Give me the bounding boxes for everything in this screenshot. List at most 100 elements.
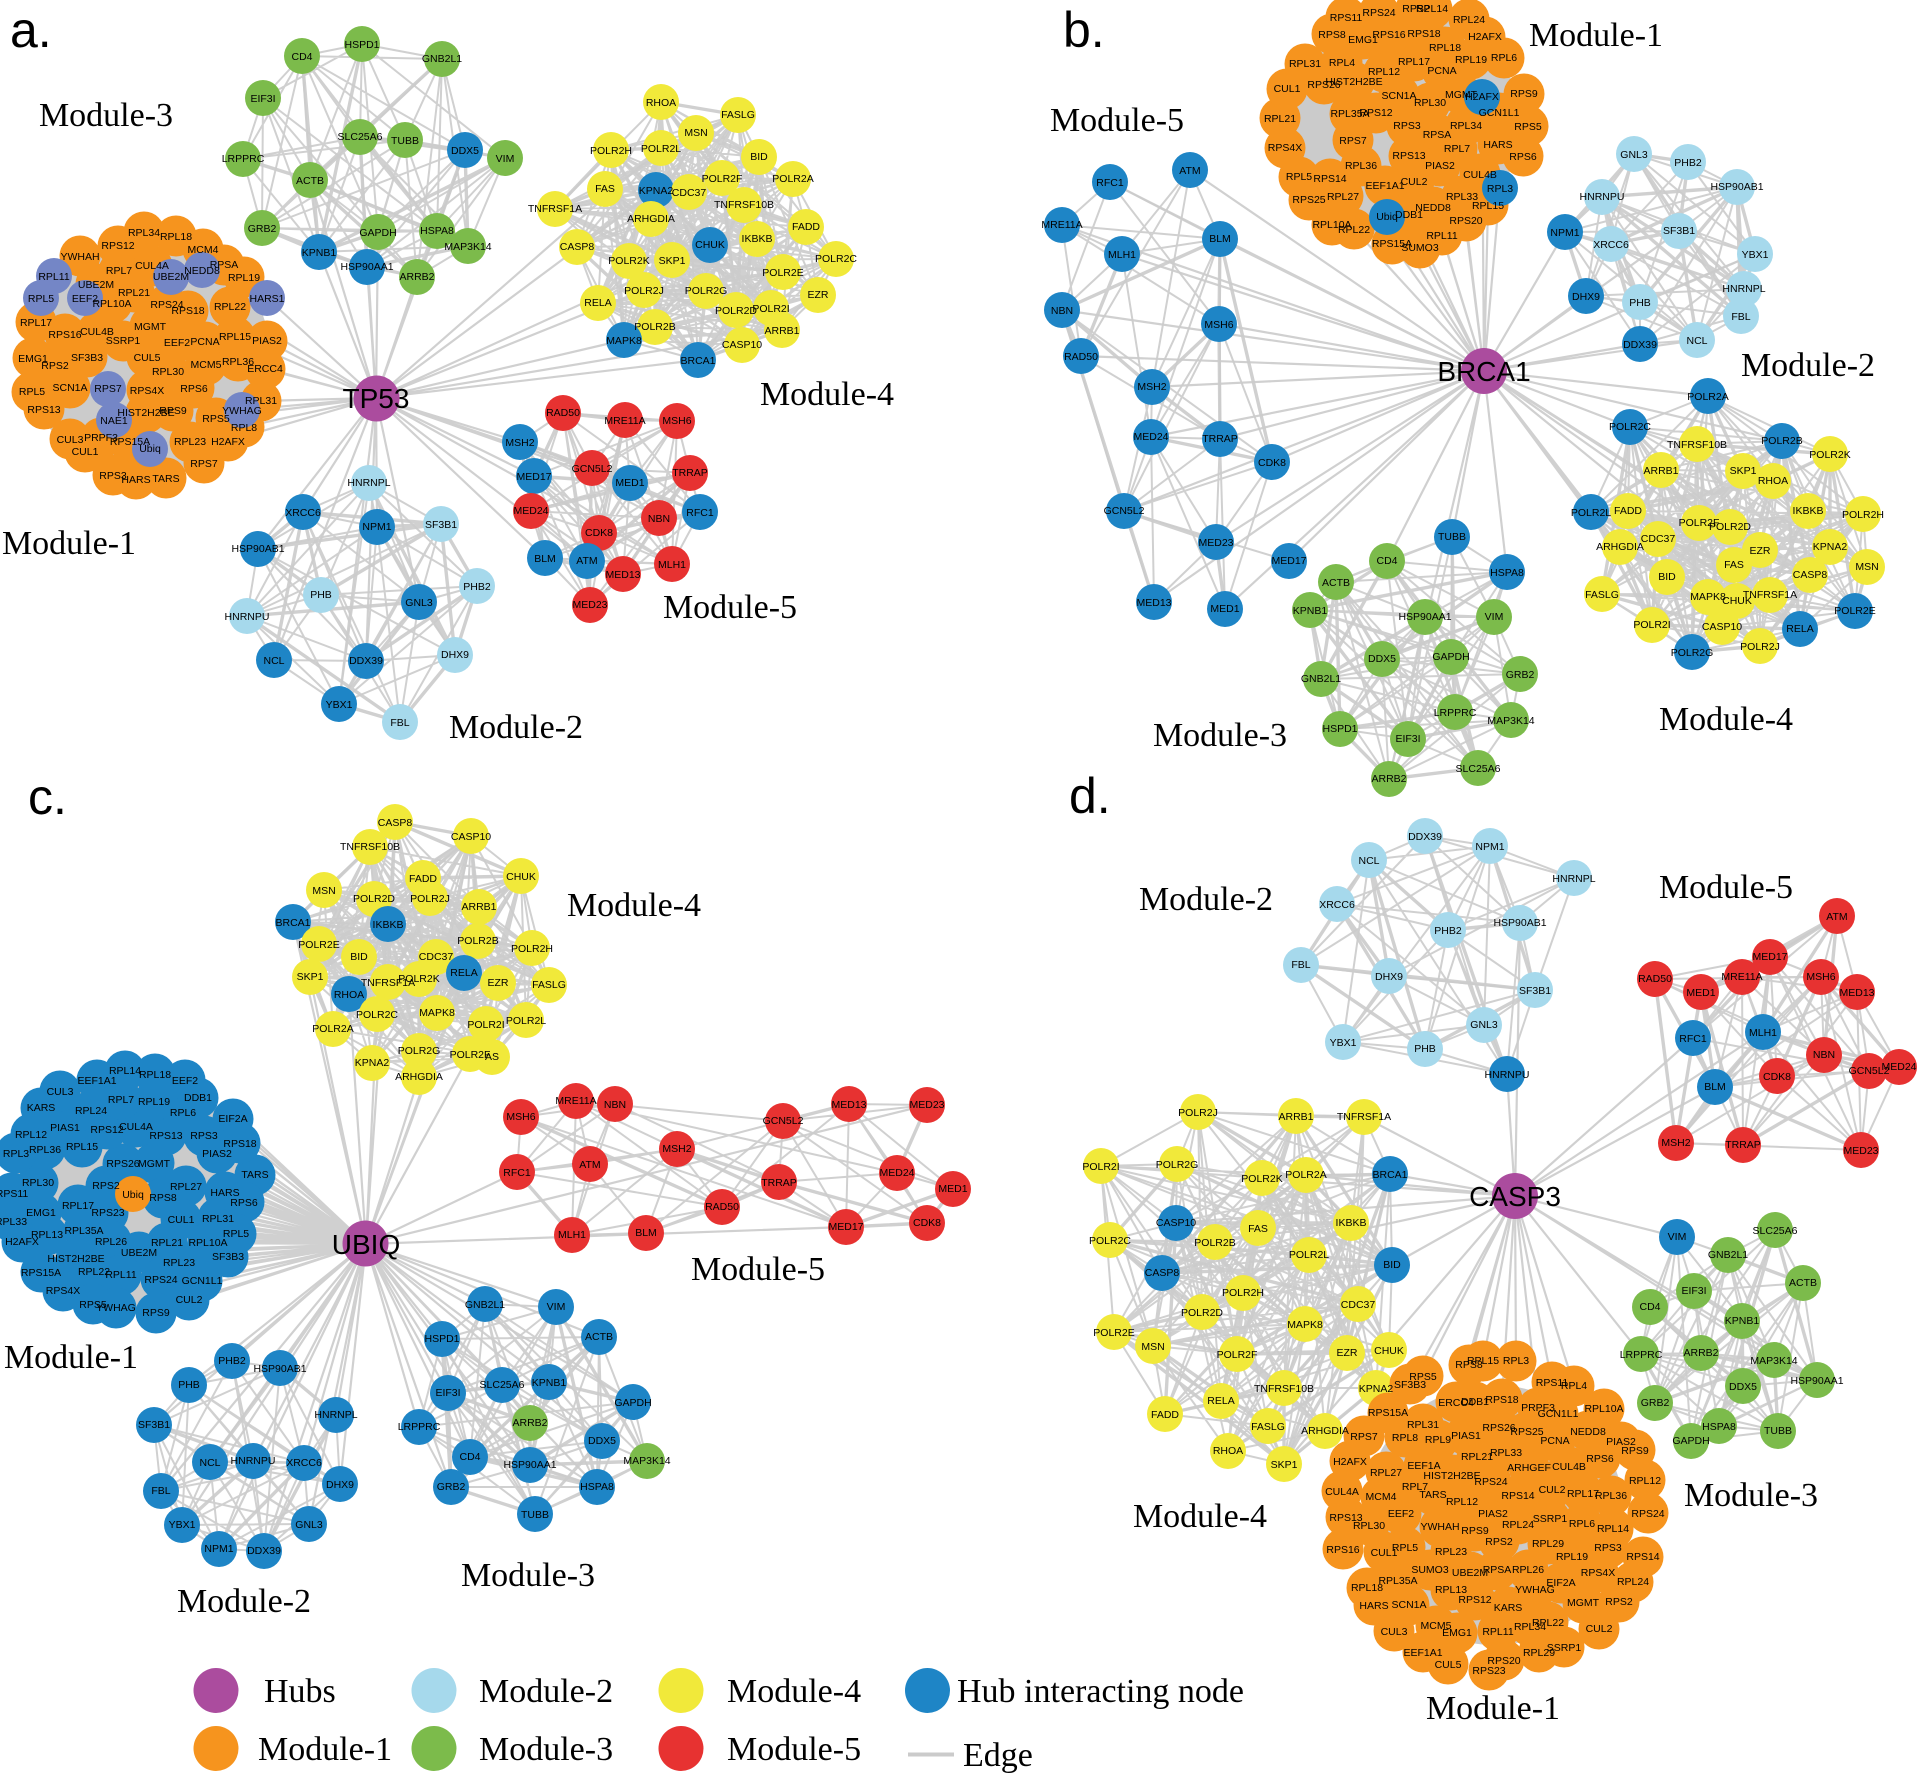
svg-text:RPS5: RPS5	[1409, 1371, 1437, 1383]
svg-text:POLR2K: POLR2K	[1241, 1173, 1282, 1185]
svg-text:POLR2L: POLR2L	[1289, 1249, 1329, 1261]
svg-text:Hub interacting node: Hub interacting node	[957, 1673, 1244, 1710]
svg-text:RPL19: RPL19	[1455, 54, 1487, 66]
svg-text:SF3B3: SF3B3	[212, 1251, 244, 1263]
svg-text:RPL30: RPL30	[152, 366, 184, 378]
svg-text:PHB: PHB	[1414, 1043, 1436, 1055]
svg-text:Module-4: Module-4	[1659, 701, 1793, 738]
svg-text:RPL30: RPL30	[1414, 97, 1446, 109]
svg-text:NPM1: NPM1	[1550, 227, 1579, 239]
svg-text:RFC1: RFC1	[503, 1167, 531, 1179]
svg-text:CD4: CD4	[1639, 1301, 1660, 1313]
svg-text:POLR2G: POLR2G	[685, 285, 728, 297]
svg-text:RPS18: RPS18	[223, 1138, 256, 1150]
svg-text:POLR2J: POLR2J	[1740, 641, 1780, 653]
svg-text:EEF2: EEF2	[72, 293, 98, 305]
svg-text:MSH6: MSH6	[506, 1111, 535, 1123]
svg-text:NEDD8: NEDD8	[1570, 1426, 1606, 1438]
svg-text:NPM1: NPM1	[1475, 841, 1504, 853]
svg-text:MED23: MED23	[1843, 1145, 1878, 1157]
svg-text:FADD: FADD	[792, 221, 820, 233]
svg-text:ARRB1: ARRB1	[1278, 1111, 1313, 1123]
svg-text:RPS7: RPS7	[1350, 1431, 1378, 1443]
svg-text:BID: BID	[750, 151, 768, 163]
svg-text:MED17: MED17	[1752, 951, 1787, 963]
svg-text:YWHAG: YWHAG	[1515, 1584, 1555, 1596]
svg-text:POLR2E: POLR2E	[1093, 1327, 1134, 1339]
svg-text:RPS24: RPS24	[144, 1274, 177, 1286]
svg-text:RPL14: RPL14	[109, 1065, 141, 1077]
svg-text:GAPDH: GAPDH	[1672, 1435, 1709, 1447]
svg-text:GNB2L1: GNB2L1	[422, 53, 462, 65]
svg-text:RPL5: RPL5	[19, 386, 45, 398]
svg-text:RPS11: RPS11	[0, 1188, 28, 1200]
svg-text:HNRNPL: HNRNPL	[314, 1409, 357, 1421]
svg-text:d.: d.	[1069, 768, 1111, 824]
svg-text:FASLG: FASLG	[721, 109, 755, 121]
svg-text:DDB1: DDB1	[1395, 209, 1423, 221]
svg-text:DHX9: DHX9	[1572, 291, 1600, 303]
svg-text:XRCC6: XRCC6	[1319, 899, 1355, 911]
svg-text:GCN1L1: GCN1L1	[182, 1275, 223, 1287]
svg-text:DDX5: DDX5	[1368, 653, 1396, 665]
svg-text:POLR2L: POLR2L	[1571, 507, 1611, 519]
svg-text:MCM5: MCM5	[1421, 1620, 1452, 1632]
svg-text:RHOA: RHOA	[1758, 475, 1788, 487]
svg-text:RELA: RELA	[450, 967, 477, 979]
svg-text:PHB2: PHB2	[218, 1355, 246, 1367]
svg-text:MED13: MED13	[1136, 597, 1171, 609]
svg-text:RPS5: RPS5	[202, 413, 230, 425]
svg-text:MED23: MED23	[909, 1099, 944, 1111]
svg-text:GCN1L1: GCN1L1	[1479, 107, 1520, 119]
svg-text:RPS20: RPS20	[1449, 215, 1482, 227]
svg-text:RPL30: RPL30	[22, 1177, 54, 1189]
svg-text:Module-2: Module-2	[449, 709, 583, 746]
svg-text:HSP90AA1: HSP90AA1	[340, 261, 393, 273]
svg-text:RPS20: RPS20	[1487, 1655, 1520, 1667]
svg-text:TARS: TARS	[1419, 1489, 1446, 1501]
svg-text:RPL31: RPL31	[1289, 58, 1321, 70]
svg-text:ARRB2: ARRB2	[399, 271, 434, 283]
svg-text:BLM: BLM	[635, 1227, 657, 1239]
svg-text:EZR: EZR	[1750, 545, 1771, 557]
svg-text:CD4: CD4	[291, 51, 312, 63]
svg-text:RPL21: RPL21	[1461, 1451, 1493, 1463]
svg-text:Module-2: Module-2	[1741, 347, 1875, 384]
svg-text:MED24: MED24	[513, 505, 548, 517]
svg-text:POLR2J: POLR2J	[410, 893, 450, 905]
svg-text:CUL3: CUL3	[47, 1086, 74, 1098]
svg-text:POLR2D: POLR2D	[715, 305, 757, 317]
svg-text:TNFRSF1A: TNFRSF1A	[1743, 589, 1797, 601]
svg-text:RHOA: RHOA	[646, 97, 676, 109]
svg-text:FBL: FBL	[151, 1485, 170, 1497]
svg-text:PCNA: PCNA	[1540, 1435, 1569, 1447]
svg-text:Module-3: Module-3	[479, 1731, 613, 1768]
svg-text:GRB2: GRB2	[1641, 1397, 1670, 1409]
svg-text:GNB2L1: GNB2L1	[1301, 673, 1341, 685]
svg-text:KPNA2: KPNA2	[1359, 1383, 1394, 1395]
svg-text:TRRAP: TRRAP	[761, 1177, 797, 1189]
svg-text:MED24: MED24	[1881, 1061, 1916, 1073]
svg-text:POLR2B: POLR2B	[457, 935, 498, 947]
svg-text:NEDD8: NEDD8	[184, 265, 220, 277]
svg-text:POLR2F: POLR2F	[1679, 517, 1720, 529]
svg-text:RPS9: RPS9	[1510, 88, 1538, 100]
svg-text:MRE11A: MRE11A	[555, 1095, 596, 1107]
svg-text:TNFRSF1A: TNFRSF1A	[528, 203, 582, 215]
svg-text:EZR: EZR	[808, 289, 829, 301]
svg-text:CASP8: CASP8	[560, 241, 595, 253]
svg-text:CDC37: CDC37	[1641, 533, 1676, 545]
svg-text:CASP10: CASP10	[1702, 621, 1742, 633]
svg-text:RFC1: RFC1	[1679, 1033, 1707, 1045]
svg-text:MAPK8: MAPK8	[606, 335, 642, 347]
svg-text:GNL3: GNL3	[405, 597, 433, 609]
svg-text:EMG1: EMG1	[26, 1207, 56, 1219]
svg-text:MGMT: MGMT	[1567, 1597, 1600, 1609]
svg-text:HARS: HARS	[1483, 139, 1512, 151]
svg-text:RPS8: RPS8	[149, 1192, 177, 1204]
svg-text:TRRAP: TRRAP	[1725, 1139, 1761, 1151]
svg-text:H2AFX: H2AFX	[211, 436, 245, 448]
svg-text:KPNA2: KPNA2	[355, 1057, 390, 1069]
svg-text:POLR2B: POLR2B	[634, 321, 675, 333]
svg-text:RPS6: RPS6	[230, 1197, 258, 1209]
